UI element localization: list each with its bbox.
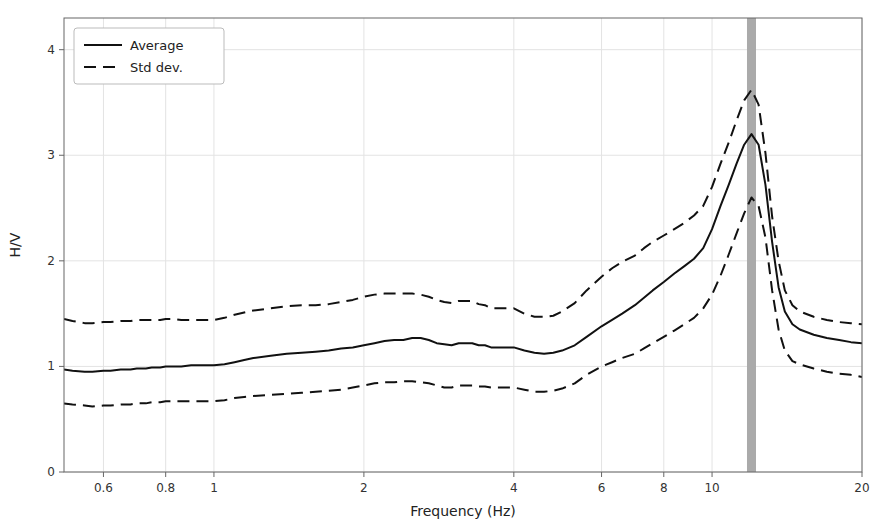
grid-line — [64, 155, 862, 156]
tick-label: 6 — [598, 481, 606, 495]
legend-label: Average — [130, 38, 183, 53]
tick-label: 2 — [47, 254, 55, 268]
tick — [59, 366, 64, 367]
tick — [165, 472, 166, 477]
grid-line — [513, 18, 514, 472]
grid — [64, 18, 862, 472]
tick — [513, 472, 514, 477]
grid-line — [601, 18, 602, 472]
tick-label: 3 — [47, 148, 55, 162]
tick — [59, 155, 64, 156]
series-line — [64, 134, 862, 372]
tick-label: 0.8 — [156, 481, 175, 495]
plot-frame — [64, 18, 862, 472]
tick — [862, 472, 863, 477]
y-axis-label: H/V — [7, 232, 23, 257]
tick-label: 0 — [47, 465, 55, 479]
tick — [103, 472, 104, 477]
tick-label: 1 — [210, 481, 218, 495]
tick — [712, 472, 713, 477]
grid-line — [103, 18, 104, 472]
tick-label: 2 — [360, 481, 368, 495]
tick — [59, 49, 64, 50]
series-line — [64, 90, 862, 324]
grid-line — [213, 18, 214, 472]
axes: 0.6 0.8 1 2 4 6 8 10 20 0 1 2 3 4 — [47, 43, 869, 495]
tick-label: 4 — [510, 481, 518, 495]
tick — [601, 472, 602, 477]
tick-label: 20 — [854, 481, 869, 495]
grid-line — [64, 260, 862, 261]
tick — [363, 472, 364, 477]
tick-label: 10 — [704, 481, 719, 495]
tick — [663, 472, 664, 477]
legend-swatch — [84, 44, 122, 46]
grid-line — [663, 18, 664, 472]
tick-label: 0.6 — [94, 481, 113, 495]
tick — [59, 260, 64, 261]
x-axis-label: Frequency (Hz) — [410, 503, 516, 519]
data — [64, 18, 862, 472]
tick-label: 1 — [47, 359, 55, 373]
grid-line — [363, 18, 364, 472]
grid-line — [712, 18, 713, 472]
vertical-band — [747, 18, 756, 472]
tick-label: 8 — [660, 481, 668, 495]
legend-box — [74, 28, 224, 84]
legend: Average Std dev. — [74, 28, 224, 84]
legend-swatch — [84, 66, 122, 68]
legend-label: Std dev. — [130, 60, 183, 75]
chart: 0.6 0.8 1 2 4 6 8 10 20 0 1 2 3 4 Frequency (Hz) H/V Ave… — [0, 0, 884, 530]
series-line — [64, 197, 862, 406]
tick — [59, 472, 64, 473]
grid-line — [165, 18, 166, 472]
plot-area — [64, 18, 862, 472]
tick-label: 4 — [47, 43, 55, 57]
tick — [213, 472, 214, 477]
